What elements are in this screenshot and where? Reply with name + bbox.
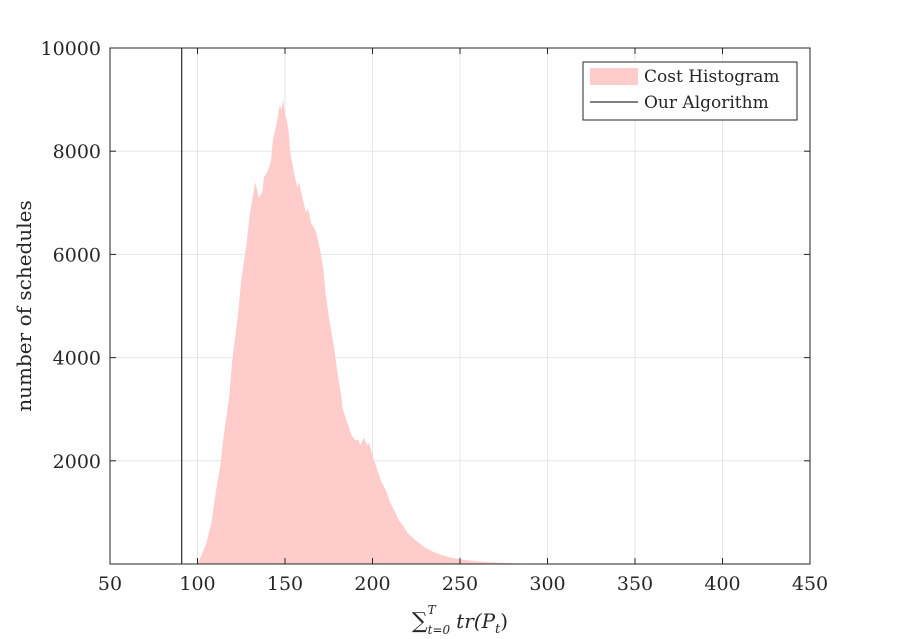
tick-labels: 50 100 150 200 250 300 350 400 450 2000 4000 6000 80… — [41, 38, 829, 595]
x-axis-label-body: tr(P — [456, 609, 495, 633]
x-axis-label-sup: T — [428, 603, 437, 617]
x-tick-label: 400 — [704, 573, 740, 595]
legend: Cost Histogram Our Algorithm — [582, 61, 798, 121]
y-tick-label: 8000 — [53, 141, 101, 163]
legend-label-our-algorithm: Our Algorithm — [644, 93, 769, 113]
x-tick-label: 200 — [354, 573, 390, 595]
y-axis-label: number of schedules — [12, 200, 36, 411]
cost-histogram-area — [197, 99, 810, 564]
x-tick-label: 300 — [529, 573, 565, 595]
axis-ticks — [109, 47, 811, 564]
x-axis-label: ∑T t=0 tr(Pt) — [412, 603, 508, 637]
legend-swatch-cost-histogram — [590, 68, 638, 85]
x-axis-label-body-sub: t — [495, 622, 501, 637]
x-axis-label-sum: ∑ — [412, 609, 428, 634]
x-tick-label: 50 — [98, 573, 122, 595]
y-tick-label: 4000 — [53, 348, 101, 370]
y-tick-label: 6000 — [53, 244, 101, 266]
x-tick-label: 450 — [792, 573, 828, 595]
y-tick-label: 10000 — [41, 38, 101, 60]
x-tick-label: 150 — [267, 573, 303, 595]
x-axis-label-sub: t=0 — [428, 623, 451, 637]
x-tick-label: 350 — [617, 573, 653, 595]
x-tick-label: 100 — [179, 573, 215, 595]
x-tick-label: 250 — [442, 573, 478, 595]
legend-label-cost-histogram: Cost Histogram — [644, 67, 780, 87]
x-axis-label-close: ) — [500, 609, 508, 633]
y-tick-label: 2000 — [53, 451, 101, 473]
